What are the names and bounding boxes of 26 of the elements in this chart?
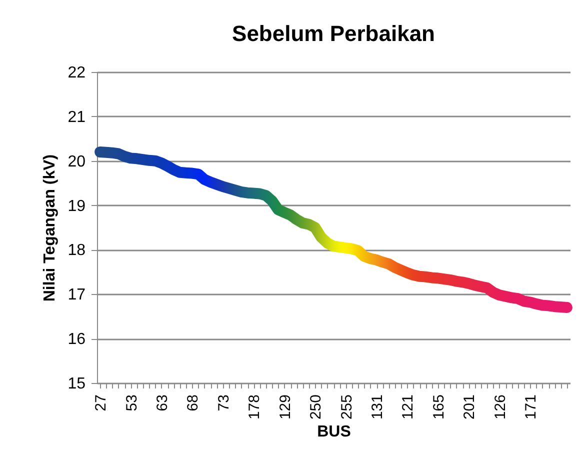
x-tick-label: 165 <box>430 394 448 420</box>
x-tick-label: 121 <box>400 394 417 420</box>
x-tick-label: 250 <box>308 394 325 420</box>
y-tick-label: 21 <box>68 108 86 126</box>
x-tick-label: 63 <box>154 394 171 412</box>
x-tick-label: 53 <box>123 394 140 412</box>
x-axis-title: BUS <box>317 424 352 441</box>
x-tick-label: 68 <box>184 394 202 412</box>
y-tick-label: 19 <box>68 198 86 215</box>
y-tick-label: 20 <box>68 153 86 170</box>
x-tick-label: 171 <box>522 394 540 420</box>
x-tick-label: 131 <box>369 394 386 420</box>
y-tick-label: 17 <box>68 286 86 304</box>
x-tick-label: 73 <box>215 394 232 412</box>
y-axis-title: Nilai Tegangan (kV) <box>42 154 59 302</box>
y-tick-label: 22 <box>68 64 86 82</box>
x-tick-label: 201 <box>461 394 478 420</box>
x-tick-label: 255 <box>338 394 356 420</box>
y-tick-label: 15 <box>68 376 86 392</box>
y-tick-label: 18 <box>68 242 86 260</box>
x-tick-label: 27 <box>92 394 110 412</box>
x-tick-label: 129 <box>276 394 294 420</box>
x-tick-label: 126 <box>492 394 509 420</box>
x-tick-label: 178 <box>246 394 264 420</box>
y-tick-label: 16 <box>68 331 86 348</box>
chart-title: Sebelum Perbaikan <box>232 21 435 46</box>
